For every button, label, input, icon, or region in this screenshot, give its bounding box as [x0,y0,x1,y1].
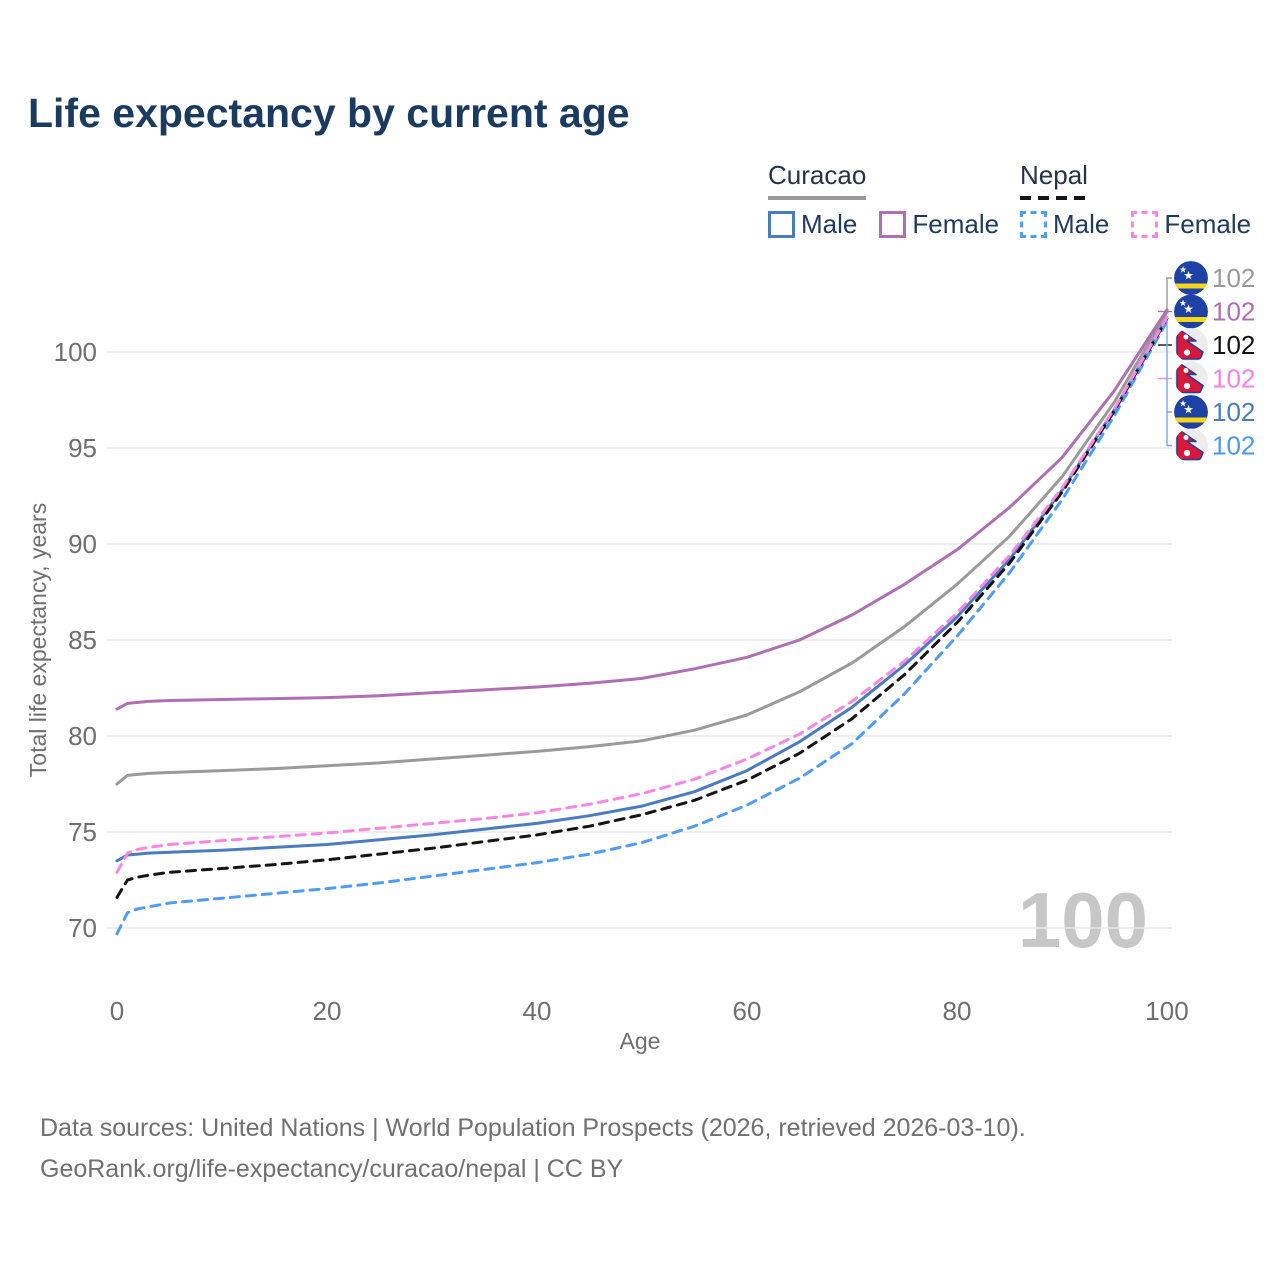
y-tick-label: 80 [68,721,97,751]
legend-item-nepal-female[interactable]: Female [1131,209,1251,240]
series-line-curacao-male[interactable] [115,315,1169,863]
y-tick-label: 70 [68,913,97,943]
series-line-curacao-female[interactable] [115,308,1169,711]
nepal-flag-icon [1174,328,1208,362]
legend-group-curacao: Curacao Male Female [768,160,999,240]
y-tick-label: 90 [68,529,97,559]
legend-item-label: Male [1053,209,1110,239]
series-line-nepal-female[interactable] [115,315,1169,874]
y-tick-label: 85 [68,625,97,655]
source-url-line: GeoRank.org/life-expectancy/curacao/nepa… [40,1155,624,1183]
end-value-label-nepal-male: 102 [1212,431,1255,461]
curacao-female-swatch-icon [879,211,907,238]
x-tick-label: 60 [733,996,762,1026]
legend-item-curacao-male[interactable]: Male [768,209,857,240]
x-tick-label: 40 [523,996,552,1026]
series-line-nepal[interactable] [115,316,1169,899]
legend-country-header-nepal: Nepal [1020,160,1088,200]
legend-country-header-curacao: Curacao [768,160,867,200]
end-value-label-curacao: 102 [1212,263,1255,293]
legend-item-nepal-male[interactable]: Male [1020,209,1109,240]
nepal-flag-icon [1174,361,1208,396]
legend-country-label: Nepal [1020,160,1088,190]
curacao-male-swatch-icon [768,211,795,238]
nepal-flag-icon [1174,428,1208,463]
label-connector [1166,277,1172,309]
legend-country-label: Curacao [768,160,867,190]
y-tick-label: 75 [68,817,97,847]
y-tick-label: 95 [68,433,97,463]
svg-text:★: ★ [1183,403,1194,417]
nepal-male-swatch-icon [1020,211,1047,238]
curacao-line-key [768,196,867,200]
x-tick-label: 100 [1145,996,1188,1026]
end-value-label-nepal-female: 102 [1212,364,1255,394]
series-line-nepal-male[interactable] [115,319,1169,936]
y-axis-title: Total life expectancy, years [25,503,51,777]
svg-text:★: ★ [1179,266,1187,276]
page-title: Life expectancy by current age [28,90,630,136]
legend-item-label: Female [1164,209,1252,239]
svg-text:★: ★ [1183,269,1194,283]
x-axis-title: Age [620,1028,661,1054]
end-value-label-curacao-male: 102 [1212,397,1255,427]
x-tick-label: 0 [110,996,124,1026]
svg-text:★: ★ [1183,302,1194,316]
x-tick-label: 20 [313,996,342,1026]
label-connector [1166,412,1172,447]
label-connector [1166,321,1172,413]
legend-item-label: Female [912,209,1000,239]
svg-text:★: ★ [1179,299,1187,309]
legend-group-nepal: Nepal Male Female [1020,160,1251,240]
y-tick-label: 100 [54,337,97,367]
legend-item-curacao-female[interactable]: Female [879,209,999,240]
legend-item-label: Male [801,209,858,239]
footer-note: Data sources: United Nations | World Pop… [40,1108,1026,1190]
svg-text:★: ★ [1179,400,1187,410]
end-value-label-curacao-female: 102 [1212,297,1255,327]
curacao-flag-icon: ★★ [1174,261,1208,295]
series-line-curacao[interactable] [115,310,1169,786]
end-value-label-nepal: 102 [1212,330,1255,360]
age-counter-watermark: 100 [1018,876,1148,964]
nepal-female-swatch-icon [1131,211,1159,238]
data-sources-line: Data sources: United Nations | World Pop… [40,1114,1026,1142]
x-tick-label: 80 [943,996,972,1026]
curacao-flag-icon: ★★ [1174,395,1208,429]
curacao-flag-icon: ★★ [1174,294,1208,329]
nepal-line-key [1020,196,1088,200]
